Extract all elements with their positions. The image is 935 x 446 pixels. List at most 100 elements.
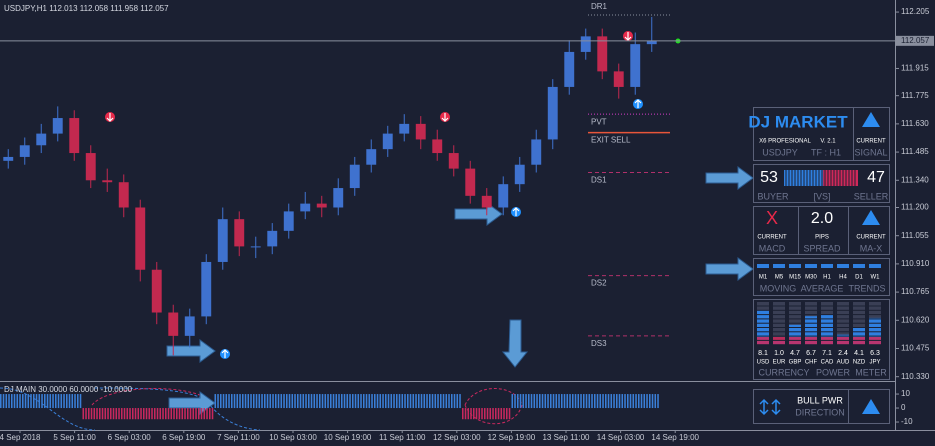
chart-header: USDJPY,H1 112.013 112.058 111.958 112.05… [4,4,169,13]
osc-stripe [646,394,648,409]
osc-stripe [519,394,522,409]
x-tick-label: 10 Sep 03:00 [269,433,317,442]
candle-body [168,312,179,336]
candle-body [613,71,624,87]
osc-stripe [99,408,101,420]
osc-stripe [101,408,104,420]
osc-stripe [448,394,450,409]
candle-body [547,86,558,140]
osc-stripe [247,394,250,409]
widget-frames [753,107,890,424]
candle-body [498,184,509,208]
osc-stripe [280,394,283,409]
osc-stripe [431,394,434,409]
y-tick-label: 110.475 [901,344,930,353]
osc-stripe [621,394,624,409]
meter-base [821,337,833,345]
osc-stripe [640,394,643,409]
candle-body [399,123,410,134]
osc-curve [0,387,261,431]
osc-stripe [189,408,192,420]
candle-body [217,219,228,262]
osc-stripe [574,394,577,409]
osc-stripe [508,408,511,420]
candle-body [465,168,476,196]
osc-stripe [514,394,516,409]
osc-stripe [195,408,197,420]
x-tick-label: 12 Sep 19:00 [488,433,536,442]
osc-stripe [55,394,57,409]
osc-stripe [291,394,294,409]
x-tick-label: 13 Sep 11:00 [542,433,590,442]
candle-body [267,230,278,247]
osc-stripe [522,394,525,409]
osc-stripe [319,394,321,409]
osc-stripe [588,394,591,409]
level-label: DR1 [591,2,608,11]
osc-stripe [354,394,357,409]
osc-bar [330,394,346,409]
x-tick-label: 7 Sep 11:00 [217,433,260,442]
osc-stripe [596,394,599,409]
meter-currency: JPY [869,360,880,366]
meter-currency: AUD [837,360,850,366]
osc-bar [379,394,395,409]
osc-stripe [110,408,112,420]
candle-body [366,149,377,165]
widget-text: X [766,208,778,228]
osc-stripe [464,408,467,420]
osc-stripe [30,394,32,409]
osc-stripe [88,408,90,420]
widget-text: CURRENT [856,139,886,145]
osc-stripe [283,394,285,409]
y-tick-label: 111.485 [901,147,929,156]
osc-stripe [187,408,189,420]
signal-arrows [105,31,643,359]
meter-value: 7.1 [822,350,832,357]
widget-text: SIGNAL [854,147,887,157]
osc-bar [198,408,214,420]
osc-bar [181,408,197,420]
meter-base [789,337,801,345]
candle-body [448,153,459,169]
osc-stripe [330,394,332,409]
osc-stripe [60,394,63,409]
osc-stripe [236,394,239,409]
osc-stripe [418,394,420,409]
osc-bar [478,408,494,420]
y-tick-label: 110.330 [901,372,930,381]
osc-stripe [327,394,329,409]
osc-stripe [258,394,261,409]
level-label: DS3 [591,339,607,348]
osc-stripe [165,408,167,420]
osc-stripe [132,408,134,420]
x-tick-label: 12 Sep 03:00 [433,433,481,442]
osc-bar [0,394,16,409]
candle-body [597,36,608,72]
osc-bar [495,408,511,420]
widget-text: CURRENCY [758,367,809,377]
osc-stripe [478,408,481,420]
osc-stripe [583,394,585,409]
osc-stripe [566,394,569,409]
osc-stripe [211,408,214,420]
osc-stripe [453,394,456,409]
candle-body [36,133,47,146]
osc-stripe [49,394,52,409]
osc-stripe [167,408,170,420]
last-price-label: 112.057 [901,36,930,45]
osc-stripe [552,394,555,409]
osc-bar [313,394,329,409]
osc-stripe [451,394,453,409]
osc-stripe [74,394,76,409]
osc-stripe [374,394,376,409]
osc-stripe [143,408,145,420]
osc-stripe [616,394,618,409]
meter-base [837,337,849,345]
osc-stripe [591,394,593,409]
osc-stripe [607,394,610,409]
osc-stripe [324,394,327,409]
widget-text: CURRENT [757,235,787,241]
